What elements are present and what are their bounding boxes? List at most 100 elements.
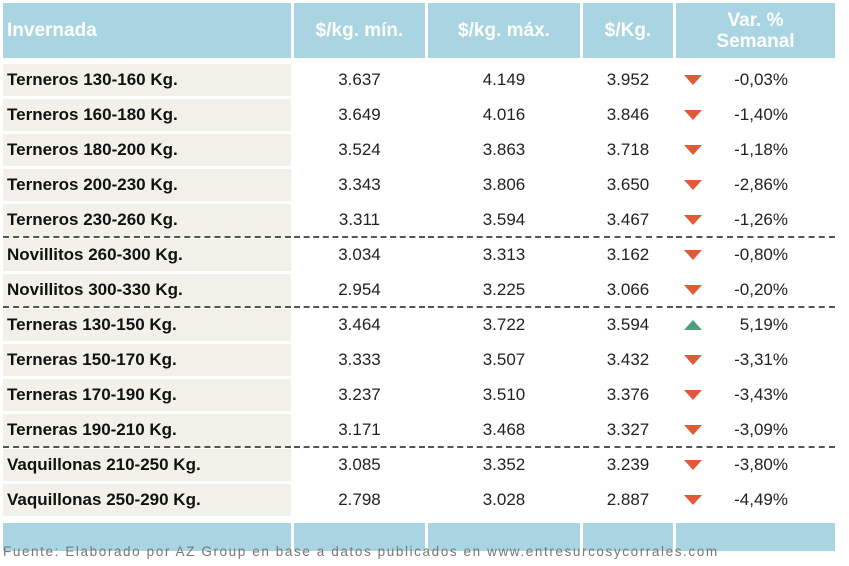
var-value: -1,26% xyxy=(734,210,788,229)
row-weekly-var: -3,80% xyxy=(676,449,835,483)
triangle-down-icon xyxy=(682,180,704,190)
price-table: Invernada $/kg. mín. $/kg. máx. $/Kg. Va… xyxy=(3,3,846,553)
row-weekly-var: -3,43% xyxy=(676,379,835,413)
row-min-price: 3.034 xyxy=(294,239,425,273)
row-min-price: 3.343 xyxy=(294,169,425,203)
row-avg-price: 2.887 xyxy=(583,484,673,518)
row-min-price: 3.237 xyxy=(294,379,425,413)
var-value: -3,31% xyxy=(734,350,788,369)
var-value: -1,18% xyxy=(734,140,788,159)
triangle-down-icon xyxy=(682,215,704,225)
table-row: Novillitos 300-330 Kg. 2.954 3.225 3.066 -0,… xyxy=(3,274,846,309)
table-row: Terneros 160-180 Kg. 3.649 4.016 3.846 -1,40… xyxy=(3,99,846,134)
table-row: Terneras 130-150 Kg. 3.464 3.722 3.594 5,19% xyxy=(3,309,846,344)
row-avg-price: 3.846 xyxy=(583,99,673,133)
row-min-price: 3.464 xyxy=(294,309,425,343)
row-max-price: 3.313 xyxy=(428,239,580,273)
row-category: Terneros 200-230 Kg. xyxy=(3,169,291,203)
triangle-down-icon xyxy=(682,390,704,400)
var-value: -0,80% xyxy=(734,245,788,264)
row-weekly-var: -0,20% xyxy=(676,274,835,308)
row-category: Terneros 130-160 Kg. xyxy=(3,64,291,98)
row-max-price: 3.225 xyxy=(428,274,580,308)
triangle-down-icon xyxy=(682,110,704,120)
row-max-price: 3.722 xyxy=(428,309,580,343)
var-value: -3,43% xyxy=(734,385,788,404)
row-avg-price: 3.376 xyxy=(583,379,673,413)
table-header: Invernada $/kg. mín. $/kg. máx. $/Kg. Va… xyxy=(3,3,846,61)
row-weekly-var: -1,40% xyxy=(676,99,835,133)
table-body: Terneros 130-160 Kg. 3.637 4.149 3.952 -0,03… xyxy=(3,64,846,519)
row-max-price: 4.149 xyxy=(428,64,580,98)
row-category: Terneros 230-260 Kg. xyxy=(3,204,291,238)
row-min-price: 3.637 xyxy=(294,64,425,98)
row-weekly-var: -2,86% xyxy=(676,169,835,203)
var-value: -3,09% xyxy=(734,420,788,439)
row-min-price: 3.085 xyxy=(294,449,425,483)
row-max-price: 3.507 xyxy=(428,344,580,378)
header-var-line2: Semanal xyxy=(716,30,795,52)
row-weekly-var: -0,80% xyxy=(676,239,835,273)
table-row: Terneros 130-160 Kg. 3.637 4.149 3.952 -0,03… xyxy=(3,64,846,99)
row-avg-price: 3.066 xyxy=(583,274,673,308)
row-max-price: 3.468 xyxy=(428,414,580,448)
row-category: Terneros 160-180 Kg. xyxy=(3,99,291,133)
row-max-price: 4.016 xyxy=(428,99,580,133)
triangle-down-icon xyxy=(682,75,704,85)
table-row: Vaquillonas 210-250 Kg. 3.085 3.352 3.239 -3… xyxy=(3,449,846,484)
table-row: Terneros 200-230 Kg. 3.343 3.806 3.650 -2,86… xyxy=(3,169,846,204)
row-max-price: 3.510 xyxy=(428,379,580,413)
footer-cell xyxy=(583,523,673,553)
row-weekly-var: -1,26% xyxy=(676,204,835,238)
header-min-price: $/kg. mín. xyxy=(294,3,425,61)
row-min-price: 3.171 xyxy=(294,414,425,448)
row-weekly-var: -3,09% xyxy=(676,414,835,448)
header-invernada: Invernada xyxy=(3,3,291,61)
row-min-price: 3.524 xyxy=(294,134,425,168)
table-row: Terneras 190-210 Kg. 3.171 3.468 3.327 -3,09… xyxy=(3,414,846,449)
table-row: Novillitos 260-300 Kg. 3.034 3.313 3.162 -0,… xyxy=(3,239,846,274)
row-category: Terneras 170-190 Kg. xyxy=(3,379,291,413)
header-max-price: $/kg. máx. xyxy=(428,3,580,61)
row-min-price: 2.954 xyxy=(294,274,425,308)
row-avg-price: 3.467 xyxy=(583,204,673,238)
row-weekly-var: 5,19% xyxy=(676,309,835,343)
table-row: Vaquillonas 250-290 Kg. 2.798 3.028 2.887 -4… xyxy=(3,484,846,519)
row-avg-price: 3.718 xyxy=(583,134,673,168)
row-category: Novillitos 300-330 Kg. xyxy=(3,274,291,308)
row-max-price: 3.863 xyxy=(428,134,580,168)
triangle-down-icon xyxy=(682,145,704,155)
footer-cell xyxy=(3,523,291,553)
row-weekly-var: -0,03% xyxy=(676,64,835,98)
var-value: -2,86% xyxy=(734,175,788,194)
footer-cell xyxy=(676,523,835,553)
triangle-down-icon xyxy=(682,495,704,505)
row-weekly-var: -4,49% xyxy=(676,484,835,518)
row-category: Terneros 180-200 Kg. xyxy=(3,134,291,168)
row-avg-price: 3.594 xyxy=(583,309,673,343)
row-max-price: 3.028 xyxy=(428,484,580,518)
table-row: Terneros 230-260 Kg. 3.311 3.594 3.467 -1,26… xyxy=(3,204,846,239)
triangle-up-icon xyxy=(682,320,704,330)
row-avg-price: 3.432 xyxy=(583,344,673,378)
triangle-down-icon xyxy=(682,355,704,365)
triangle-down-icon xyxy=(682,250,704,260)
header-avg-price: $/Kg. xyxy=(583,3,673,61)
var-value: -3,80% xyxy=(734,455,788,474)
footer-cell xyxy=(428,523,580,553)
footer-cell xyxy=(294,523,425,553)
var-value: -1,40% xyxy=(734,105,788,124)
row-min-price: 3.649 xyxy=(294,99,425,133)
row-category: Novillitos 260-300 Kg. xyxy=(3,239,291,273)
row-weekly-var: -3,31% xyxy=(676,344,835,378)
row-category: Vaquillonas 210-250 Kg. xyxy=(3,449,291,483)
row-avg-price: 3.162 xyxy=(583,239,673,273)
table-row: Terneras 150-170 Kg. 3.333 3.507 3.432 -3,31… xyxy=(3,344,846,379)
row-avg-price: 3.327 xyxy=(583,414,673,448)
row-avg-price: 3.650 xyxy=(583,169,673,203)
row-max-price: 3.594 xyxy=(428,204,580,238)
row-avg-price: 3.239 xyxy=(583,449,673,483)
row-max-price: 3.352 xyxy=(428,449,580,483)
table-footer-bar xyxy=(3,523,846,553)
triangle-down-icon xyxy=(682,425,704,435)
